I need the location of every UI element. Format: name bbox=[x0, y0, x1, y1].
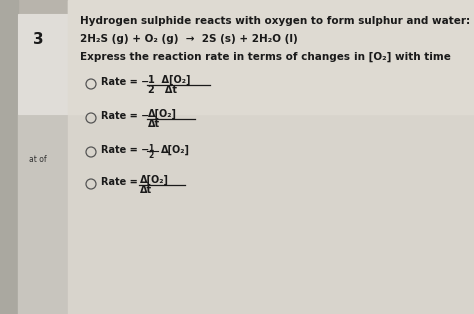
Text: 1  Δ[O₂]: 1 Δ[O₂] bbox=[148, 75, 191, 85]
Text: Rate =: Rate = bbox=[101, 177, 138, 187]
Text: Δ[O₂]: Δ[O₂] bbox=[140, 175, 169, 185]
Bar bbox=[18, 14, 68, 114]
Bar bbox=[18, 114, 68, 314]
Text: 2   Δt: 2 Δt bbox=[148, 85, 177, 95]
Text: Rate = −: Rate = − bbox=[101, 145, 149, 155]
Bar bbox=[68, 0, 474, 114]
Text: Rate = −: Rate = − bbox=[101, 111, 149, 121]
Text: at of: at of bbox=[29, 154, 47, 164]
Text: 2: 2 bbox=[148, 151, 153, 160]
Text: Δ[O₂]: Δ[O₂] bbox=[148, 109, 177, 119]
Text: Rate = −: Rate = − bbox=[101, 77, 149, 87]
Text: 3: 3 bbox=[33, 31, 43, 46]
Text: Express the reaction rate in terms of changes in [O₂] with time: Express the reaction rate in terms of ch… bbox=[80, 52, 451, 62]
Text: Δ[O₂]: Δ[O₂] bbox=[161, 145, 190, 155]
Text: 1: 1 bbox=[148, 144, 153, 153]
Bar bbox=[68, 0, 474, 314]
Text: Δt: Δt bbox=[148, 119, 160, 129]
Text: Hydrogen sulphide reacts with oxygen to form sulphur and water:: Hydrogen sulphide reacts with oxygen to … bbox=[80, 16, 470, 26]
Text: Δt: Δt bbox=[140, 185, 152, 195]
Bar bbox=[0, 0, 18, 314]
Text: 2H₂S (g) + O₂ (g)  →  2S (s) + 2H₂O (l): 2H₂S (g) + O₂ (g) → 2S (s) + 2H₂O (l) bbox=[80, 34, 298, 44]
